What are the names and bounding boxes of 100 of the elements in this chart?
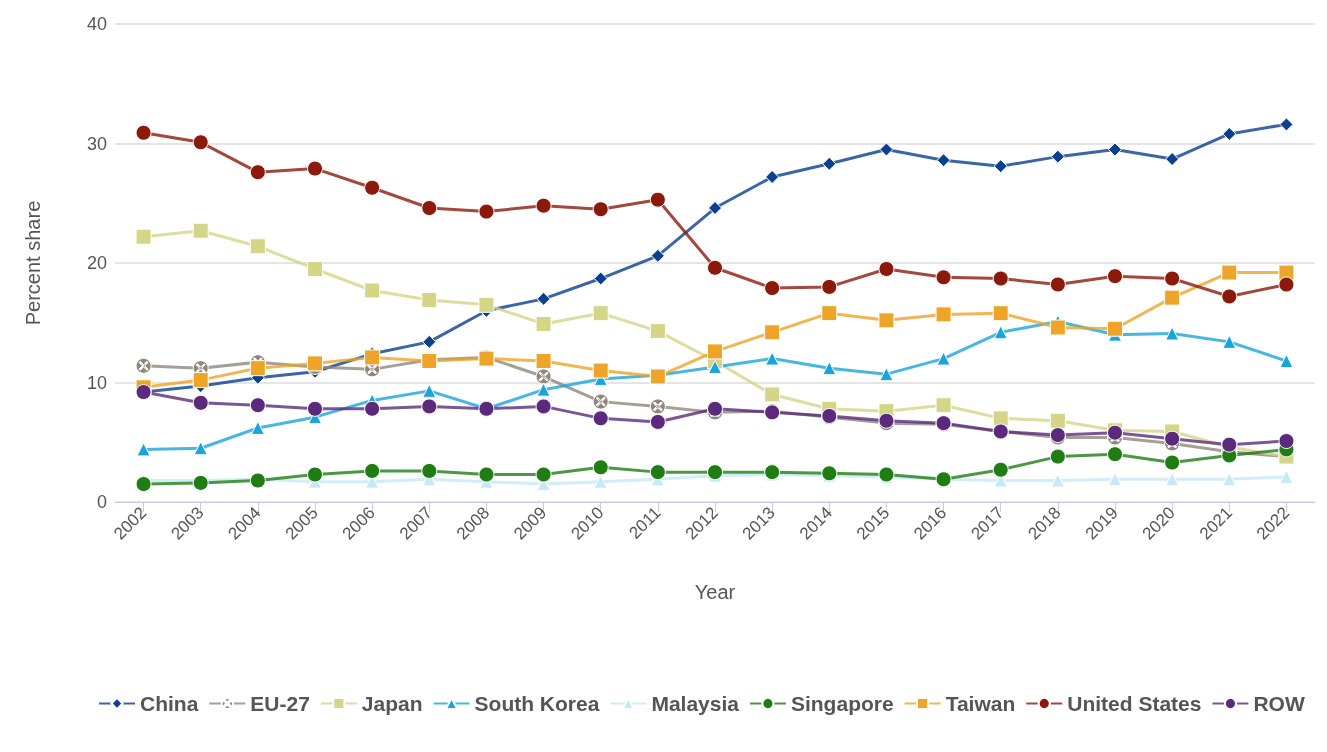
point bbox=[1279, 117, 1294, 132]
point bbox=[593, 271, 608, 286]
point bbox=[592, 362, 609, 379]
point bbox=[307, 260, 323, 277]
point bbox=[936, 351, 951, 366]
point bbox=[364, 462, 381, 479]
point bbox=[249, 164, 266, 181]
y-axis-title: Percent share bbox=[22, 200, 44, 326]
point bbox=[135, 124, 152, 141]
point bbox=[192, 222, 209, 239]
point bbox=[535, 197, 552, 214]
point bbox=[249, 238, 266, 255]
point bbox=[708, 201, 722, 216]
point bbox=[993, 325, 1008, 340]
point bbox=[307, 160, 323, 177]
point bbox=[993, 159, 1008, 174]
point bbox=[592, 305, 609, 322]
point bbox=[478, 466, 495, 483]
point bbox=[1164, 430, 1181, 447]
point bbox=[535, 368, 552, 385]
point bbox=[422, 334, 437, 349]
point bbox=[764, 386, 781, 403]
point bbox=[421, 398, 438, 415]
point bbox=[1278, 276, 1295, 293]
point bbox=[307, 400, 323, 417]
legend-label: Singapore bbox=[790, 692, 894, 715]
point bbox=[992, 461, 1009, 478]
legend-label: EU-27 bbox=[250, 692, 310, 715]
point bbox=[878, 312, 895, 329]
point bbox=[1108, 142, 1122, 157]
point bbox=[764, 324, 781, 341]
legend-label: Japan bbox=[361, 692, 423, 715]
point bbox=[593, 474, 608, 489]
point bbox=[878, 260, 895, 277]
point bbox=[307, 466, 323, 483]
point bbox=[364, 179, 381, 196]
point bbox=[764, 280, 781, 297]
point bbox=[1049, 412, 1066, 429]
point bbox=[879, 367, 894, 382]
point bbox=[935, 397, 952, 414]
point bbox=[1164, 270, 1181, 287]
point bbox=[135, 476, 152, 493]
point bbox=[192, 372, 209, 389]
point bbox=[135, 357, 152, 374]
point bbox=[364, 400, 381, 417]
point bbox=[649, 464, 666, 481]
point bbox=[1164, 454, 1181, 471]
point bbox=[822, 361, 837, 376]
point bbox=[992, 305, 1009, 322]
point bbox=[707, 259, 723, 276]
point bbox=[1222, 334, 1237, 349]
point bbox=[364, 282, 381, 299]
point bbox=[650, 248, 665, 263]
point bbox=[1278, 433, 1295, 450]
point bbox=[478, 203, 495, 220]
y-tick-label: 10 bbox=[86, 372, 107, 393]
point bbox=[936, 153, 951, 168]
point bbox=[1108, 472, 1122, 487]
point bbox=[821, 305, 838, 322]
point bbox=[649, 191, 666, 208]
point bbox=[992, 270, 1009, 287]
point bbox=[1279, 469, 1294, 484]
point bbox=[1049, 319, 1066, 336]
point bbox=[1107, 320, 1123, 337]
point bbox=[1222, 126, 1237, 141]
point bbox=[535, 466, 552, 483]
point bbox=[421, 200, 438, 217]
point bbox=[821, 278, 838, 295]
point bbox=[1049, 448, 1066, 465]
point bbox=[1050, 149, 1065, 164]
y-tick-label: 30 bbox=[86, 133, 107, 154]
point bbox=[649, 413, 666, 430]
point bbox=[822, 156, 837, 171]
point bbox=[707, 400, 723, 417]
point bbox=[536, 382, 551, 397]
y-tick-label: 0 bbox=[96, 492, 107, 512]
point bbox=[421, 292, 438, 309]
point bbox=[421, 462, 438, 479]
point bbox=[1165, 326, 1180, 341]
point bbox=[1165, 152, 1180, 167]
point bbox=[707, 343, 723, 360]
point bbox=[592, 201, 609, 218]
x-axis-title: Year bbox=[694, 581, 736, 603]
point bbox=[1165, 472, 1180, 487]
point bbox=[422, 383, 437, 398]
point bbox=[1221, 264, 1238, 281]
y-tick-label: 20 bbox=[86, 253, 107, 273]
point bbox=[592, 459, 609, 476]
point bbox=[1107, 446, 1123, 463]
point bbox=[192, 394, 209, 411]
point bbox=[1222, 472, 1237, 487]
point bbox=[135, 228, 152, 245]
point bbox=[1107, 268, 1123, 285]
point bbox=[1164, 289, 1181, 306]
point bbox=[879, 142, 894, 157]
point bbox=[1049, 276, 1066, 293]
point bbox=[649, 323, 666, 340]
point bbox=[935, 306, 952, 323]
point bbox=[535, 398, 552, 415]
point bbox=[1050, 473, 1065, 488]
